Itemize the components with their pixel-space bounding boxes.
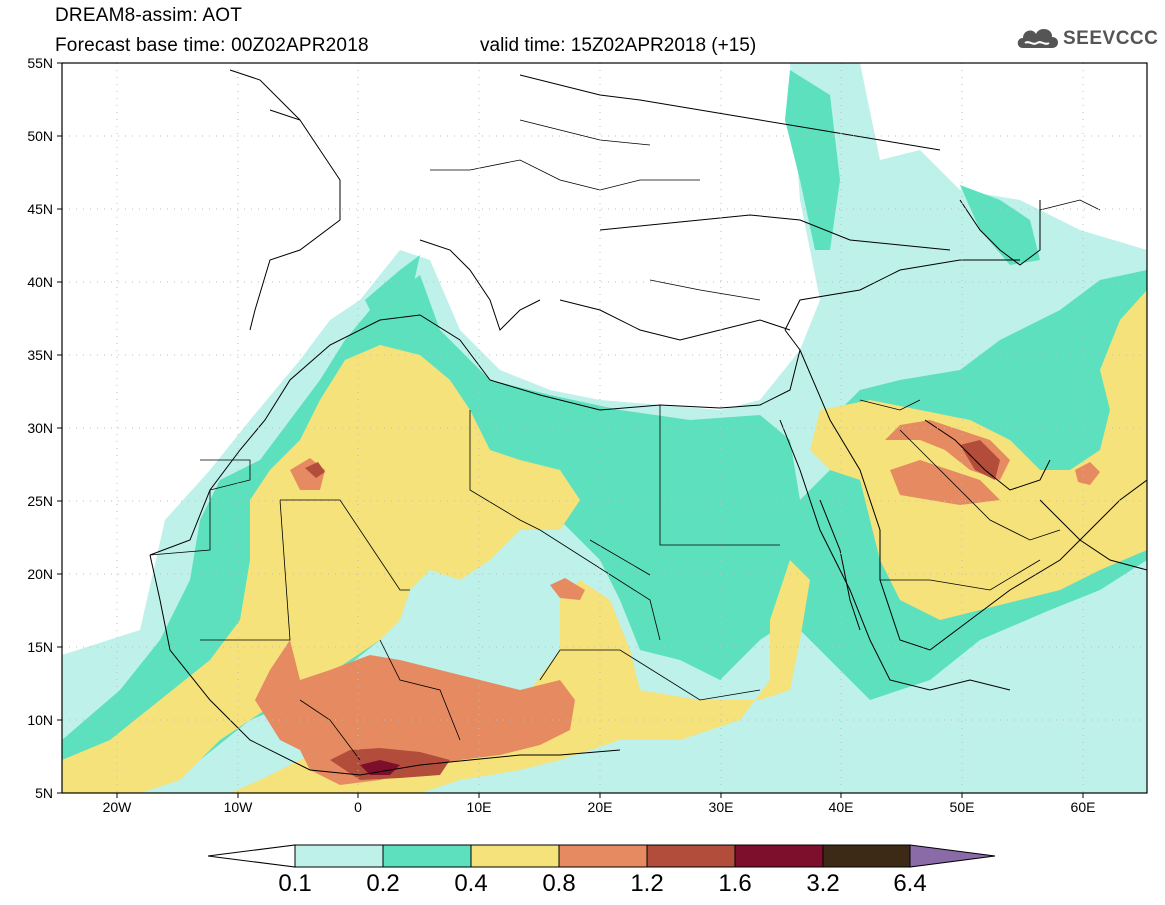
colorbar-high-arrow [909,844,996,868]
colorbar-label: 3.2 [806,870,840,897]
colorbar-swatch [470,844,560,868]
valid-time: valid time: 15Z02APR2018 (+15) [480,35,757,56]
aot-field [62,63,1147,793]
colorbar-label: 1.6 [718,870,752,897]
seevccc-logo: SEEVCCC [1015,22,1159,56]
forecast-base-time: Forecast base time: 00Z02APR2018 [55,35,369,56]
lon-label: 10E [467,799,492,815]
colorbar-swatch [382,844,472,868]
colorbar-swatch [822,844,911,868]
lat-label: 30N [27,420,53,436]
lon-labels: 20W 10W 0 10E 20E 30E 40E 50E 60E [103,799,1096,815]
lon-label: 0 [354,799,362,815]
colorbar-swatch [294,844,384,868]
colorbar-low-arrow [207,844,296,868]
colorbar-swatch [558,844,648,868]
lat-label: 10N [27,712,53,728]
colorbar-swatch [646,844,736,868]
colorbar-label: 0.4 [454,870,488,897]
lat-label: 5N [35,785,53,801]
lat-label: 45N [27,201,53,217]
map-title: DREAM8-assim: AOT [55,5,243,26]
lat-label: 20N [27,566,53,582]
colorbar-label: 6.4 [893,870,927,897]
lon-label: 60E [1071,799,1096,815]
tick-marks [57,62,1084,798]
lat-labels: 55N 50N 45N 40N 35N 30N 25N 20N 15N 10N … [27,55,53,801]
colorbar-label: 0.1 [278,870,312,897]
aot-level-1.6 [360,760,400,775]
lon-label: 40E [829,799,854,815]
colorbar-label: 0.8 [542,870,576,897]
colorbar-swatch [734,844,824,868]
lat-label: 55N [27,55,53,71]
cloud-icon [1017,28,1058,48]
logo-text: SEEVCCC [1063,28,1159,49]
lon-label: 10W [224,799,254,815]
borders [149,119,1101,761]
coastlines [149,69,1147,776]
colorbar-label: 0.2 [366,870,400,897]
lat-label: 40N [27,274,53,290]
lat-label: 35N [27,347,53,363]
lon-label: 50E [950,799,975,815]
colorbar [207,844,996,868]
lat-label: 15N [27,639,53,655]
colorbar-label: 1.2 [630,870,664,897]
lat-label: 25N [27,493,53,509]
lat-label: 50N [27,128,53,144]
lon-label: 20E [588,799,613,815]
gridlines [62,63,1147,793]
lon-label: 20W [103,799,133,815]
lon-label: 30E [709,799,734,815]
